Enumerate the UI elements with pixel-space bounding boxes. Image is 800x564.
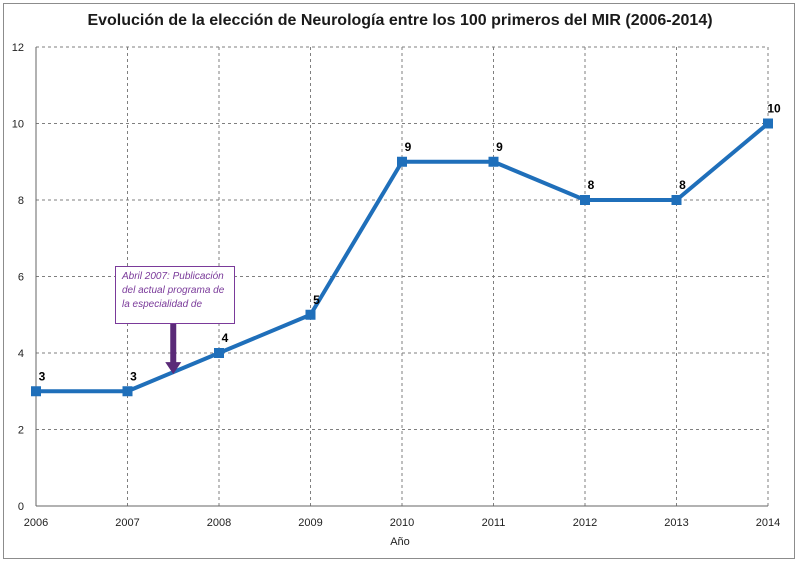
x-tick-label: 2012 xyxy=(573,517,597,529)
data-point-marker xyxy=(122,386,133,397)
x-tick-label: 2007 xyxy=(115,517,139,529)
data-label: 8 xyxy=(588,178,595,192)
data-label: 9 xyxy=(496,140,503,154)
data-labels: 3 3 4 5 9 9 8 8 10 xyxy=(39,102,781,384)
axes xyxy=(35,47,768,507)
y-tick-label: 8 xyxy=(18,195,24,207)
y-tick-label: 10 xyxy=(12,119,24,131)
y-tick-label: 6 xyxy=(18,272,24,284)
x-tick-label: 2011 xyxy=(482,517,506,529)
x-tick-label: 2010 xyxy=(390,517,414,529)
data-point-marker xyxy=(763,118,773,129)
data-point-marker xyxy=(214,348,224,358)
x-tick-label: 2008 xyxy=(207,517,231,529)
annotation-arrow xyxy=(165,324,182,375)
arrow-shaft xyxy=(170,324,177,365)
x-axis-label: Año xyxy=(390,536,410,548)
y-tick-label: 2 xyxy=(18,425,24,437)
data-label: 4 xyxy=(222,331,229,345)
y-tick-label: 12 xyxy=(12,42,24,54)
x-tick-labels: 2006 2007 2008 2009 2010 2011 2012 2013 2014 xyxy=(24,517,780,529)
data-point-marker xyxy=(488,156,499,167)
data-point-marker xyxy=(305,309,316,320)
x-tick-label: 2014 xyxy=(756,517,780,529)
x-tick-label: 2009 xyxy=(298,517,322,529)
data-label: 5 xyxy=(313,293,320,307)
y-tick-label: 4 xyxy=(18,348,24,360)
data-point-marker xyxy=(580,195,590,205)
data-label: 3 xyxy=(130,369,137,383)
data-label: 9 xyxy=(405,140,412,154)
x-tick-label: 2006 xyxy=(24,517,48,529)
data-point-marker xyxy=(397,156,407,167)
data-label: 3 xyxy=(39,369,46,383)
chart-title: Evolución de la elección de Neurología e… xyxy=(87,12,713,29)
y-tick-label: 0 xyxy=(18,501,24,513)
y-tick-labels: 0 2 4 6 8 10 12 xyxy=(12,42,24,513)
arrow-head xyxy=(165,362,182,375)
x-tick-label: 2013 xyxy=(664,517,688,529)
annotation-box: Abril 2007: Publicación del actual progr… xyxy=(115,266,235,324)
data-point-marker xyxy=(31,386,41,397)
data-label: 8 xyxy=(679,178,686,192)
data-label: 10 xyxy=(767,102,781,116)
series-line xyxy=(31,118,773,397)
data-point-marker xyxy=(671,195,682,205)
